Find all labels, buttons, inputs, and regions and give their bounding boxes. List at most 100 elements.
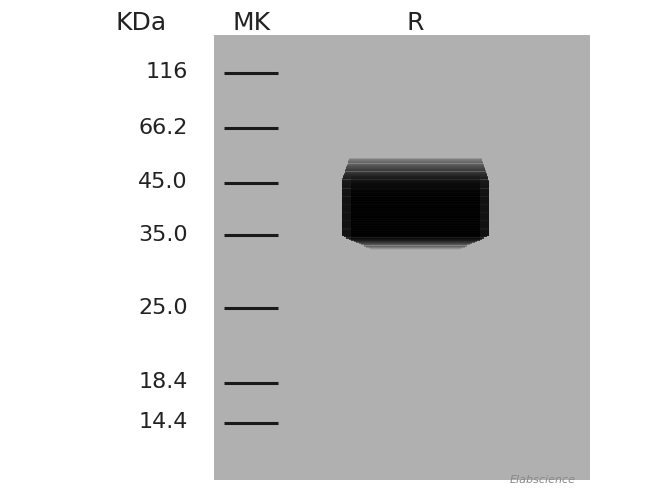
Bar	[350, 219, 480, 222]
Bar	[342, 212, 489, 214]
Bar	[346, 236, 484, 238]
Bar	[350, 208, 480, 212]
Bar	[342, 214, 489, 216]
Bar	[344, 174, 487, 176]
Bar	[342, 190, 489, 192]
Bar	[342, 194, 489, 196]
Bar	[342, 228, 489, 230]
Bar	[342, 188, 489, 191]
Bar	[349, 238, 482, 240]
Bar	[342, 215, 489, 217]
Bar	[346, 168, 485, 170]
Bar	[342, 206, 489, 208]
Bar	[350, 205, 480, 208]
Bar	[346, 166, 484, 168]
Bar	[342, 200, 489, 202]
Bar	[350, 218, 480, 220]
Bar	[350, 184, 480, 187]
Bar	[350, 212, 480, 215]
Bar	[342, 199, 489, 201]
Bar	[342, 198, 489, 200]
Bar	[342, 223, 489, 225]
Bar	[342, 222, 489, 224]
Bar	[350, 210, 480, 213]
Bar	[344, 172, 486, 175]
Bar	[342, 228, 489, 230]
Bar	[344, 236, 487, 238]
Bar	[371, 248, 460, 250]
Bar	[350, 190, 480, 192]
Bar	[350, 198, 480, 201]
Bar	[342, 188, 489, 190]
Bar	[350, 228, 480, 230]
Bar	[342, 191, 489, 193]
Bar	[350, 192, 480, 194]
Bar	[342, 183, 489, 185]
Bar	[347, 164, 484, 166]
Bar	[356, 241, 474, 243]
Bar	[346, 167, 484, 169]
Bar	[342, 231, 489, 233]
Bar	[342, 220, 489, 222]
Bar	[342, 196, 489, 198]
Text: 45.0: 45.0	[138, 172, 188, 193]
Bar	[342, 208, 489, 210]
Bar	[350, 224, 480, 227]
Bar	[342, 201, 489, 203]
Bar	[342, 230, 489, 232]
Bar	[342, 182, 489, 184]
Bar	[350, 231, 480, 234]
Bar	[342, 217, 489, 219]
Bar	[347, 164, 484, 167]
Bar	[350, 188, 480, 190]
Bar	[358, 242, 472, 244]
Bar	[342, 209, 489, 212]
Bar	[343, 176, 488, 178]
Bar	[342, 226, 489, 228]
Bar	[350, 181, 480, 184]
Text: 35.0: 35.0	[138, 225, 188, 245]
Bar	[349, 158, 482, 160]
Bar	[342, 225, 489, 227]
Bar	[350, 178, 480, 180]
Bar	[369, 246, 462, 249]
Bar	[350, 233, 480, 235]
Bar	[342, 192, 489, 194]
Bar	[350, 221, 480, 224]
Bar	[342, 207, 489, 209]
Text: 25.0: 25.0	[138, 298, 188, 318]
Bar	[350, 179, 480, 182]
Bar	[343, 177, 488, 180]
Bar	[350, 174, 480, 176]
Bar	[350, 230, 480, 232]
Bar	[350, 186, 480, 189]
Bar	[342, 180, 489, 182]
Bar	[366, 246, 464, 248]
Text: R: R	[407, 10, 424, 34]
Text: 14.4: 14.4	[138, 412, 188, 432]
Bar	[350, 226, 480, 228]
Bar	[342, 212, 489, 214]
Bar	[342, 193, 489, 196]
Bar	[350, 204, 480, 206]
Bar	[342, 204, 489, 206]
Bar	[350, 236, 480, 239]
Bar	[214, 35, 590, 480]
Bar	[354, 240, 477, 242]
Text: KDa: KDa	[115, 10, 166, 34]
Bar	[342, 216, 489, 218]
Bar	[342, 196, 489, 198]
Bar	[345, 170, 486, 172]
Bar	[342, 210, 489, 212]
Bar	[348, 159, 482, 161]
Bar	[345, 170, 486, 172]
Text: MK: MK	[232, 10, 270, 34]
Bar	[342, 220, 489, 222]
Bar	[350, 238, 480, 241]
Text: 18.4: 18.4	[138, 372, 188, 392]
Bar	[350, 222, 480, 225]
Bar	[350, 214, 480, 216]
Text: 116: 116	[145, 62, 188, 82]
Bar	[348, 162, 483, 164]
Bar	[342, 178, 488, 180]
